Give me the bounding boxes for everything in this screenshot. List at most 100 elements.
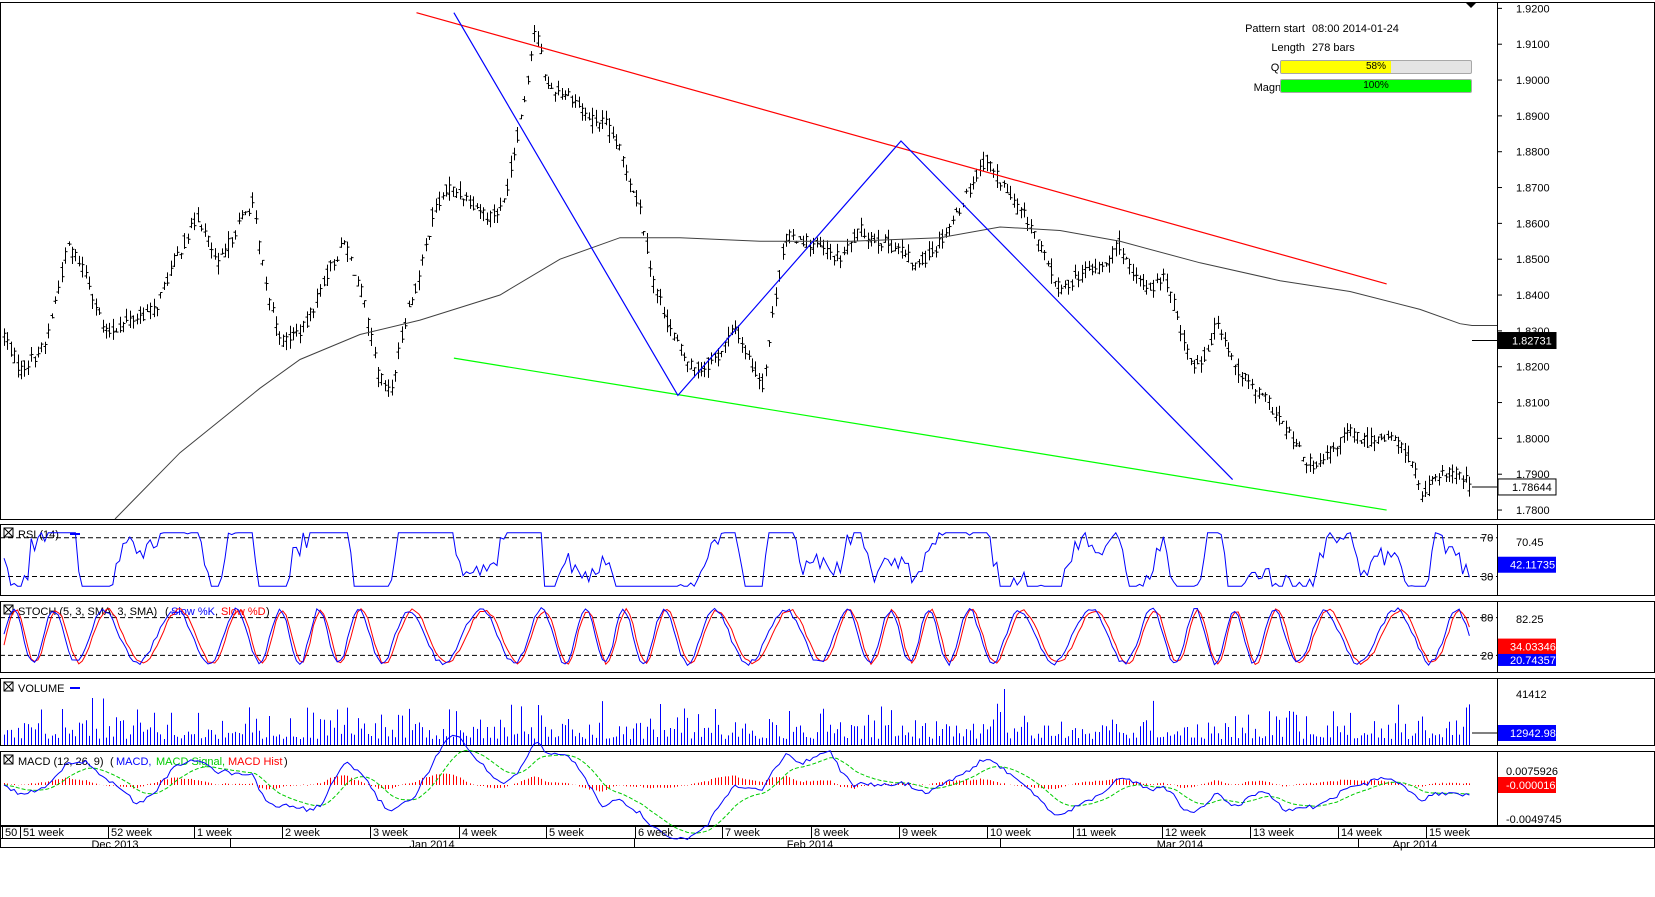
zigzag-pattern-line	[453, 12, 1234, 481]
month-label: Mar 2014	[1157, 839, 1203, 851]
price-tick-label: 1.7900	[1516, 469, 1550, 481]
week-label: 9 week	[902, 827, 937, 839]
stoch-k-line	[3, 606, 1470, 667]
week-label: 7 week	[725, 827, 760, 839]
price-tick-label: 1.9100	[1516, 39, 1550, 51]
macd-legend-paren-close: )	[284, 756, 288, 768]
week-label: 8 week	[814, 827, 849, 839]
stoch-level-label: 20	[1481, 650, 1493, 662]
rsi-level-label: 30	[1481, 571, 1493, 583]
macd-histogram	[4, 773, 1470, 792]
week-label: 52 week	[111, 827, 152, 839]
week-label: 15 week	[1429, 827, 1470, 839]
week-label: 13 week	[1253, 827, 1294, 839]
resistance-line	[416, 12, 1387, 285]
rsi-value-box	[1498, 556, 1556, 573]
macd-title: MACD (12, 26, 9)	[18, 756, 104, 768]
month-label: Dec 2013	[91, 839, 138, 851]
macd-legend-paren-open: (	[110, 756, 114, 768]
macd-signal-line	[3, 749, 1470, 834]
volume-title-checkbox-x2	[3, 681, 14, 692]
week-label: 1 week	[197, 827, 232, 839]
week-label: 51 week	[23, 827, 64, 839]
price-tick-label: 1.8800	[1516, 147, 1550, 159]
macd-title-checkbox-x2	[3, 754, 14, 765]
week-label: 14 week	[1341, 827, 1382, 839]
magnitude-bar: 100%	[1280, 79, 1472, 93]
month-label: Apr 2014	[1393, 839, 1438, 851]
stoch-legend-comma: ,	[215, 606, 218, 618]
stoch-k-value-label: 34.03346	[1510, 642, 1556, 654]
rsi-title-checkbox-x2	[3, 527, 14, 538]
macd-tick-label-top: 0.0075926	[1506, 766, 1558, 778]
price-tick-label: 1.8900	[1516, 111, 1550, 123]
current-price-label-box	[1497, 478, 1557, 496]
macd-legend-macd: MACD,	[116, 756, 151, 768]
price-tick-label: 1.8200	[1516, 362, 1550, 374]
macd-value-box	[1498, 777, 1556, 793]
length-value: 278 bars	[1312, 42, 1355, 54]
price-tick-label: 1.8500	[1516, 254, 1550, 266]
volume-bars	[4, 688, 1470, 745]
month-label: Feb 2014	[787, 839, 833, 851]
stoch-legend-k: Slow %K	[171, 606, 216, 618]
price-tick-label: 1.9000	[1516, 75, 1550, 87]
current-price-label: 1.78644	[1512, 482, 1552, 494]
pattern-start-label: Pattern start	[1245, 23, 1305, 35]
rsi-line	[3, 531, 1470, 588]
stoch-title-checkbox-x2	[3, 604, 14, 615]
macd-line	[3, 734, 1470, 841]
scroll-marker-icon	[1465, 2, 1477, 8]
macd-legend-signal: MACD Signal,	[156, 756, 225, 768]
week-label: 2 week	[285, 827, 320, 839]
week-label: 3 week	[373, 827, 408, 839]
volume-title: VOLUME	[18, 683, 64, 695]
rsi-tick-label: 70.45	[1516, 537, 1544, 549]
stoch-d-value-box	[1498, 653, 1556, 666]
rsi-level-label: 70	[1481, 533, 1493, 545]
price-tick-label: 1.8700	[1516, 183, 1550, 195]
stoch-legend-paren-open: (	[165, 606, 169, 618]
volume-tick-label: 41412	[1516, 689, 1547, 701]
stoch-k-value-box	[1498, 638, 1556, 655]
stoch-title: STOCH (5, 3, SMA, 3, SMA)	[18, 606, 157, 618]
rsi-value-label: 42.11735	[1510, 560, 1555, 572]
moving-average-line	[114, 226, 1497, 520]
magnitude-bar-fill	[1281, 80, 1471, 92]
macd-tick-label-bottom: -0.0049745	[1506, 814, 1562, 826]
rsi-title: RSI (14)	[18, 529, 59, 541]
stoch-legend-paren-close: )	[266, 606, 270, 618]
week-label: 6 week	[638, 827, 673, 839]
stoch-legend-d: Slow %D	[221, 606, 266, 618]
ma-value-label: 1.82731	[1512, 336, 1552, 348]
volume-value-label: 12942.98	[1510, 728, 1556, 740]
volume-value-box	[1498, 725, 1556, 741]
quality-bar: 58%	[1280, 60, 1472, 74]
magnitude-bar-text: 100%	[1363, 80, 1389, 91]
quality-bar-fill	[1281, 61, 1392, 73]
price-tick-label: 1.8400	[1516, 290, 1550, 302]
month-label: Jan 2014	[409, 839, 454, 851]
price-bars	[2, 25, 1472, 503]
price-tick-label: 1.8000	[1516, 433, 1550, 445]
panel-frame-rsi	[0, 524, 1655, 596]
stoch-d-value-label: 20.74357	[1510, 655, 1556, 667]
stoch-d-line	[3, 607, 1470, 666]
week-label: 10 week	[990, 827, 1031, 839]
stoch-tick-label: 82.25	[1516, 614, 1544, 626]
length-label: Length	[1271, 42, 1305, 54]
support-line	[453, 357, 1387, 511]
week-label: 11 week	[1076, 827, 1117, 839]
price-tick-label: 1.7800	[1516, 505, 1550, 517]
week-label: 12 week	[1165, 827, 1206, 839]
week-label: 50	[5, 827, 17, 839]
week-label: 4 week	[462, 827, 497, 839]
macd-value-label: -0.0000165	[1506, 780, 1562, 792]
price-tick-label: 1.8600	[1516, 218, 1550, 230]
quality-bar-text: 58%	[1365, 61, 1386, 72]
week-label: 5 week	[549, 827, 584, 839]
macd-legend-hist: MACD Hist	[228, 756, 282, 768]
pattern-info-box: Pattern start 08:00 2014-01-24 Length 27…	[1215, 20, 1475, 105]
price-tick-label: 1.8100	[1516, 398, 1550, 410]
